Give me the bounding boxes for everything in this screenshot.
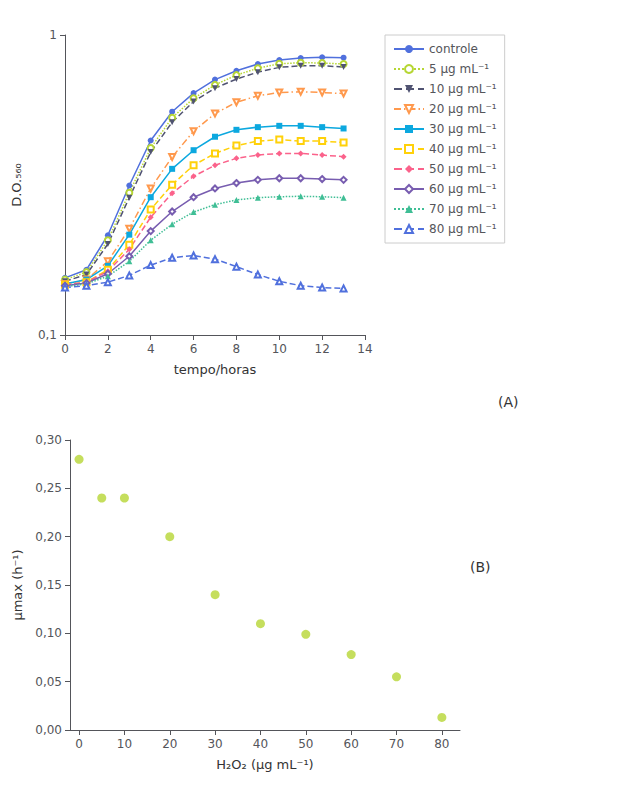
svg-text:0,15: 0,15 [35, 578, 62, 592]
svg-text:40: 40 [253, 737, 268, 751]
svg-text:60 μg mL⁻¹: 60 μg mL⁻¹ [429, 182, 497, 196]
svg-text:80: 80 [434, 737, 449, 751]
svg-text:10 μg mL⁻¹: 10 μg mL⁻¹ [429, 82, 497, 96]
svg-text:10: 10 [272, 342, 287, 356]
svg-text:40 μg mL⁻¹: 40 μg mL⁻¹ [429, 142, 497, 156]
svg-text:controle: controle [429, 42, 478, 56]
svg-text:μmax (h⁻¹): μmax (h⁻¹) [10, 549, 25, 620]
svg-text:30 μg mL⁻¹: 30 μg mL⁻¹ [429, 122, 497, 136]
svg-text:30: 30 [207, 737, 222, 751]
svg-text:0,10: 0,10 [35, 626, 62, 640]
svg-text:0: 0 [75, 737, 83, 751]
svg-text:0,05: 0,05 [35, 675, 62, 689]
svg-text:20 μg mL⁻¹: 20 μg mL⁻¹ [429, 102, 497, 116]
svg-text:H₂O₂ (μg mL⁻¹): H₂O₂ (μg mL⁻¹) [216, 757, 313, 772]
svg-text:4: 4 [147, 342, 155, 356]
svg-text:14: 14 [357, 342, 372, 356]
svg-text:60: 60 [344, 737, 359, 751]
svg-text:70: 70 [389, 737, 404, 751]
svg-text:10: 10 [117, 737, 132, 751]
svg-text:0,00: 0,00 [35, 723, 62, 737]
svg-text:(A): (A) [498, 394, 519, 410]
svg-text:50: 50 [298, 737, 313, 751]
svg-text:70 μg mL⁻¹: 70 μg mL⁻¹ [429, 202, 497, 216]
svg-text:tempo/horas: tempo/horas [174, 362, 257, 377]
svg-text:6: 6 [190, 342, 198, 356]
svg-text:50 μg mL⁻¹: 50 μg mL⁻¹ [429, 162, 497, 176]
svg-text:0,1: 0,1 [38, 328, 57, 342]
svg-text:8: 8 [233, 342, 241, 356]
svg-text:2: 2 [104, 342, 112, 356]
svg-text:(B): (B) [470, 559, 491, 575]
svg-text:0: 0 [61, 342, 69, 356]
svg-text:12: 12 [315, 342, 330, 356]
svg-text:80 μg mL⁻¹: 80 μg mL⁻¹ [429, 222, 497, 236]
svg-text:0,30: 0,30 [35, 433, 62, 447]
svg-text:0,25: 0,25 [35, 481, 62, 495]
svg-text:5 μg mL⁻¹: 5 μg mL⁻¹ [429, 62, 489, 76]
svg-text:D.O.₅₆₀: D.O.₅₆₀ [9, 163, 24, 207]
svg-text:20: 20 [162, 737, 177, 751]
svg-text:0,20: 0,20 [35, 530, 62, 544]
svg-text:1: 1 [49, 28, 57, 42]
